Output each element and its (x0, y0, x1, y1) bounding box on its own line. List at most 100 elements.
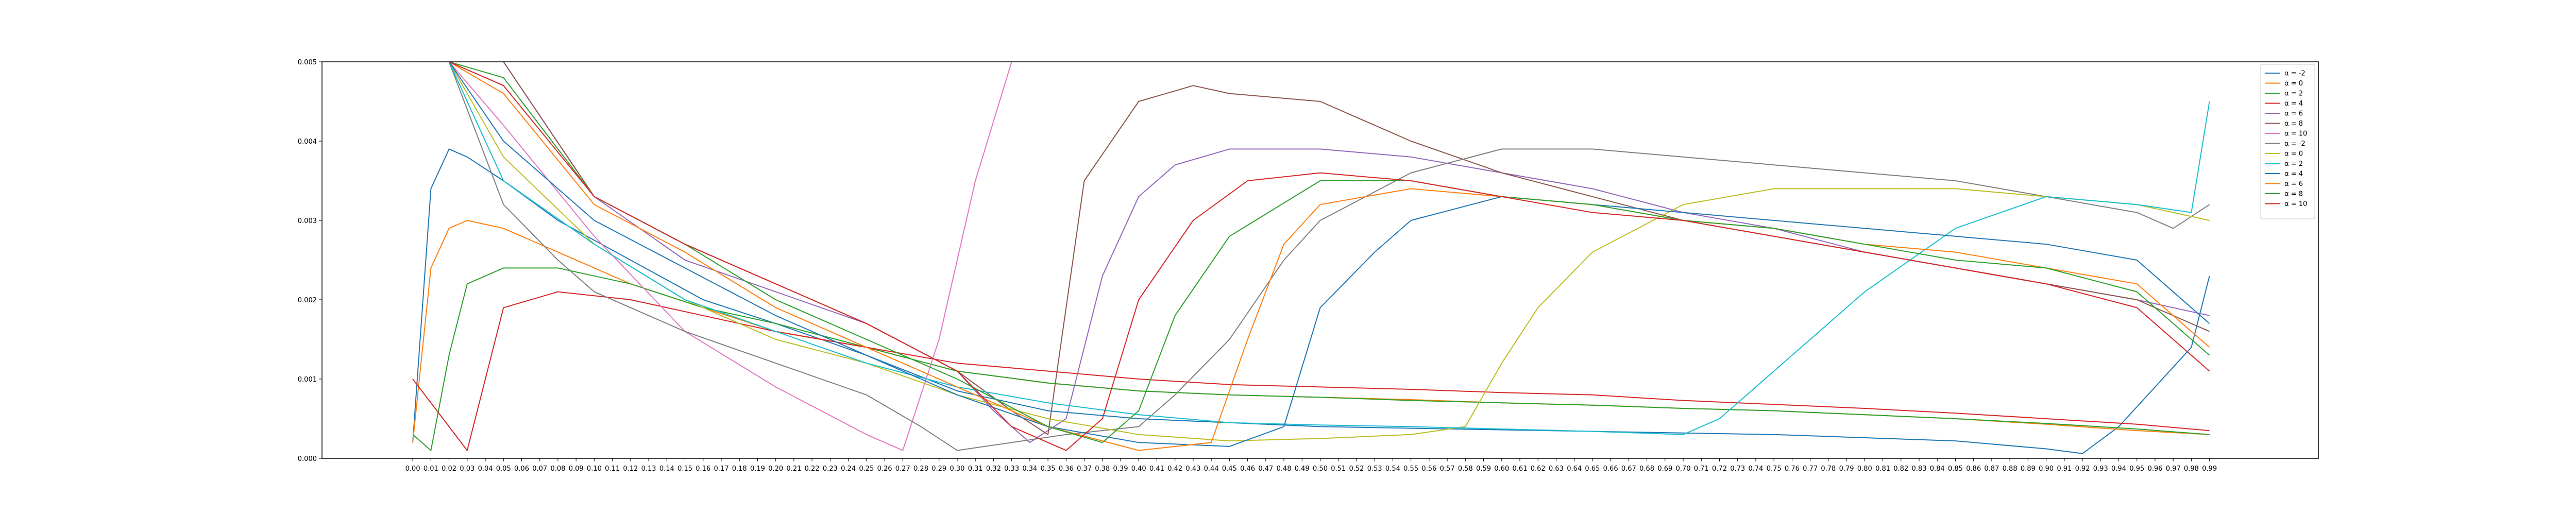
series-line-4 (413, 62, 2210, 443)
legend-label: α = 4 (2284, 170, 2303, 178)
x-tick-label: 0.99 (2202, 465, 2217, 473)
x-tick-label: 0.84 (1930, 465, 1945, 473)
series-line-13 (413, 62, 2210, 451)
x-tick-label: 0.40 (1131, 465, 1146, 473)
x-tick-label: 0.25 (859, 465, 874, 473)
x-tick-label: 0.85 (1948, 465, 1963, 473)
x-axis: 0.00 0.01 0.02 0.03 0.04 0.05 0.06 0.07 0.08 0.09… (405, 458, 2217, 473)
legend-label: α = 8 (2284, 191, 2303, 198)
x-tick-label: 0.42 (1167, 465, 1182, 473)
legend-label: α = 6 (2284, 110, 2303, 118)
x-tick-label: 0.34 (1022, 465, 1037, 473)
x-tick-label: 0.31 (968, 465, 983, 473)
series-line-7 (413, 62, 2210, 451)
legend-label: α = 0 (2284, 150, 2303, 158)
series-line-2 (412, 267, 2210, 451)
x-tick-label: 0.04 (478, 465, 493, 473)
x-tick-label: 0.90 (2039, 465, 2054, 473)
legend-label: α = 10 (2284, 200, 2307, 208)
x-tick-label: 0.58 (1458, 465, 1473, 473)
x-tick-label: 0.47 (1258, 465, 1273, 473)
x-tick-label: 0.82 (1893, 465, 1908, 473)
x-tick-label: 0.59 (1476, 465, 1491, 473)
x-tick-label: 0.23 (823, 465, 838, 473)
x-tick-label: 0.93 (2093, 465, 2108, 473)
x-tick-label: 0.54 (1385, 465, 1400, 473)
x-tick-label: 0.11 (605, 465, 620, 473)
series-line-9 (413, 62, 2210, 435)
x-tick-label: 0.50 (1313, 465, 1328, 473)
x-tick-label: 0.33 (1004, 465, 1019, 473)
x-tick-label: 0.88 (2003, 465, 2018, 473)
x-tick-label: 0.37 (1077, 465, 1092, 473)
x-tick-label: 0.60 (1494, 465, 1509, 473)
x-tick-label: 0.32 (986, 465, 1001, 473)
x-tick-label: 0.97 (2166, 465, 2181, 473)
x-tick-label: 0.78 (1821, 465, 1836, 473)
x-tick-label: 0.07 (532, 465, 547, 473)
x-tick-label: 0.46 (1240, 465, 1255, 473)
series-line-10 (413, 62, 2210, 447)
x-tick-label: 0.94 (2111, 465, 2126, 473)
x-tick-label: 0.43 (1185, 465, 1200, 473)
x-tick-label: 0.69 (1657, 465, 1672, 473)
x-tick-label: 0.55 (1403, 465, 1418, 473)
y-tick-label: 0.001 (298, 376, 317, 384)
x-tick-label: 0.73 (1730, 465, 1745, 473)
x-tick-label: 0.10 (587, 465, 602, 473)
x-tick-label: 0.67 (1621, 465, 1636, 473)
legend-label: α = -2 (2284, 140, 2306, 148)
x-tick-label: 0.92 (2075, 465, 2090, 473)
x-tick-label: 0.22 (805, 465, 820, 473)
series-line-6 (413, 62, 1012, 451)
x-tick-label: 0.41 (1149, 465, 1164, 473)
x-tick-label: 0.24 (841, 465, 856, 473)
x-tick-label: 0.03 (460, 465, 474, 473)
x-tick-label: 0.14 (659, 465, 674, 473)
x-tick-label: 0.71 (1694, 465, 1709, 473)
x-tick-label: 0.30 (950, 465, 964, 473)
legend: α = -2 α = 0 α = 2 α = 4 α = 6 α = 8 α = 10 α =… (2260, 64, 2315, 219)
x-tick-label: 0.95 (2129, 465, 2144, 473)
legend-label: α = -2 (2284, 70, 2306, 78)
y-tick-label: 0.004 (298, 138, 317, 146)
y-tick-label: 0.000 (298, 455, 317, 463)
x-tick-label: 0.81 (1875, 465, 1890, 473)
series-line-3 (412, 291, 2210, 451)
series-line-11 (413, 62, 2210, 451)
x-tick-label: 0.77 (1803, 465, 1818, 473)
x-tick-label: 0.36 (1059, 465, 1074, 473)
legend-label: α = 10 (2284, 130, 2307, 138)
x-tick-label: 0.20 (768, 465, 783, 473)
x-tick-label: 0.96 (2147, 465, 2162, 473)
x-tick-label: 0.75 (1767, 465, 1782, 473)
x-tick-label: 0.27 (895, 465, 910, 473)
x-tick-label: 0.64 (1567, 465, 1582, 473)
x-tick-label: 0.49 (1295, 465, 1310, 473)
x-tick-label: 0.63 (1549, 465, 1564, 473)
y-axis: 0.000 0.001 0.002 0.003 0.004 0.005 (298, 59, 322, 463)
x-tick-label: 0.48 (1277, 465, 1292, 473)
series-line-0 (412, 148, 2210, 454)
x-tick-label: 0.74 (1748, 465, 1763, 473)
plot-area (412, 62, 2210, 454)
x-tick-label: 0.83 (1912, 465, 1927, 473)
x-tick-label: 0.79 (1839, 465, 1854, 473)
legend-label: α = 4 (2284, 100, 2303, 108)
x-tick-label: 0.86 (1966, 465, 1981, 473)
x-tick-label: 0.15 (677, 465, 692, 473)
y-tick-label: 0.002 (298, 297, 317, 304)
x-tick-label: 0.70 (1676, 465, 1691, 473)
x-tick-label: 0.38 (1095, 465, 1110, 473)
x-tick-label: 0.62 (1531, 465, 1546, 473)
legend-label: α = 2 (2284, 160, 2303, 168)
x-tick-label: 0.01 (423, 465, 438, 473)
x-tick-label: 0.57 (1440, 465, 1455, 473)
x-tick-label: 0.17 (714, 465, 729, 473)
y-tick-label: 0.003 (298, 217, 317, 225)
legend-label: α = 0 (2284, 80, 2303, 88)
x-tick-label: 0.53 (1367, 465, 1382, 473)
x-tick-label: 0.28 (913, 465, 928, 473)
